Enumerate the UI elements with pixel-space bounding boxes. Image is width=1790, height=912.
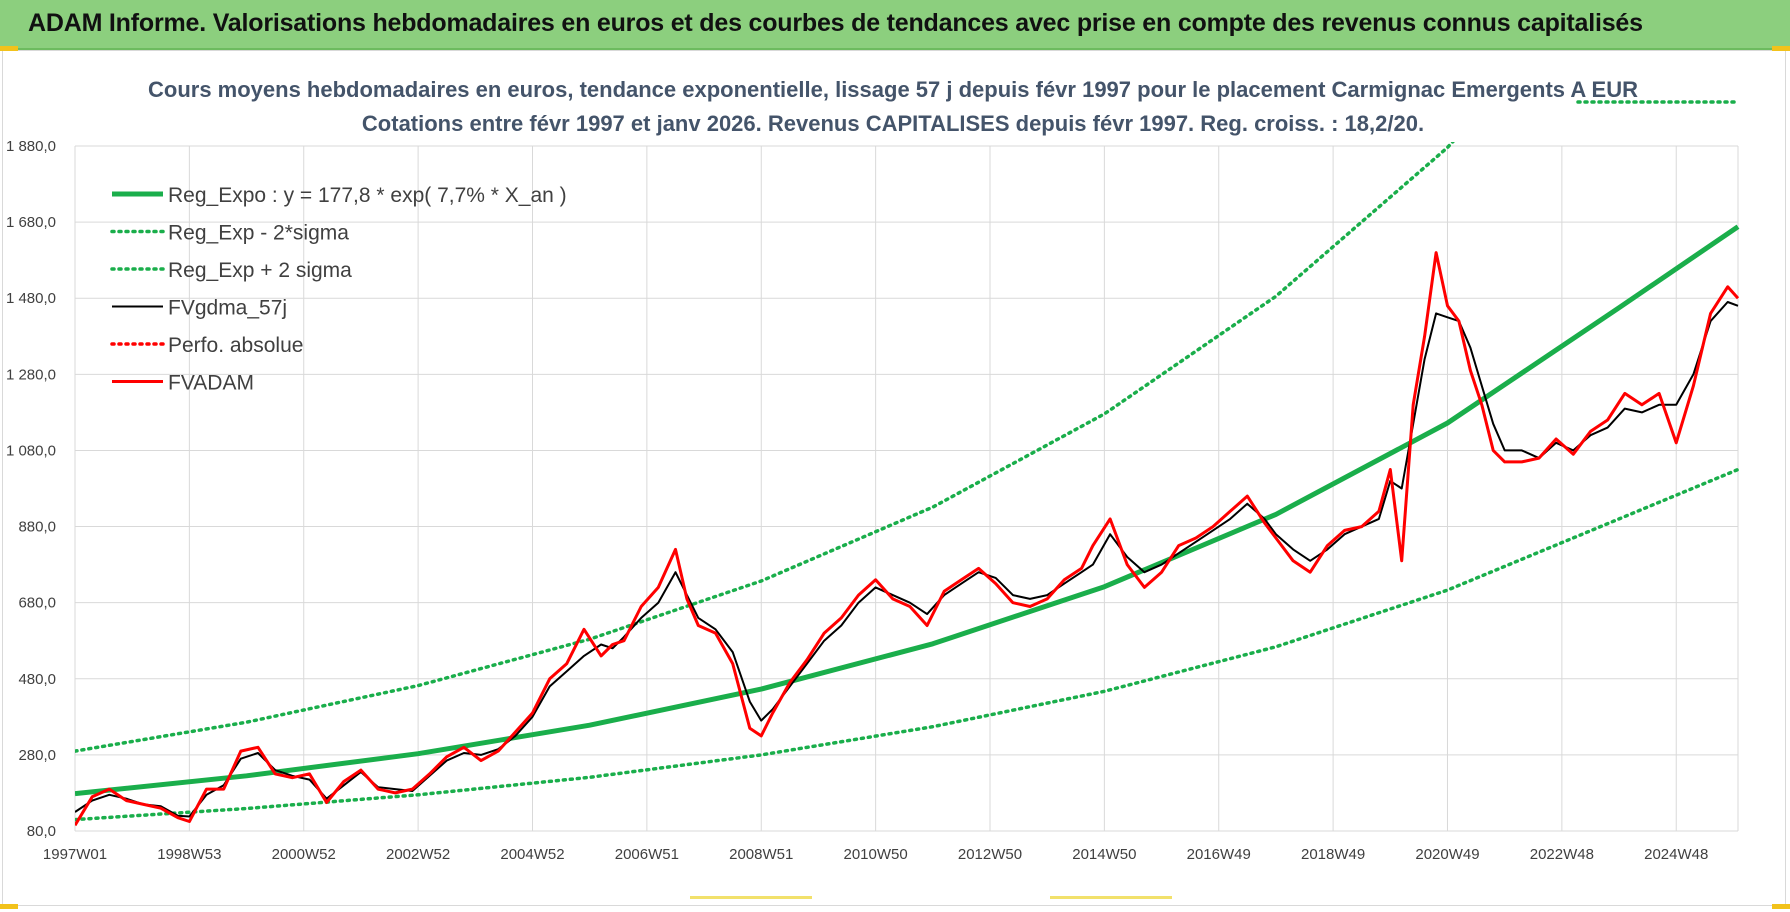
- resize-handle: [690, 896, 812, 899]
- series-line: [75, 301, 1739, 818]
- y-axis: 80,0 280,0 480,0 680,0 880,0 1 080,0 1 280,0 1 …: [6, 138, 56, 840]
- legend-label: Reg_Exp + 2 sigma: [168, 259, 352, 282]
- legend-label: Reg_Expo : y = 177,8 * exp( 7,7% * X_an …: [168, 184, 567, 207]
- y-tick-label: 1 480,0: [6, 290, 56, 307]
- x-tick-label: 2010W50: [844, 846, 908, 863]
- y-tick-label: 1 280,0: [6, 366, 56, 383]
- y-tick-label: 880,0: [18, 519, 56, 536]
- y-tick-label: 1 080,0: [6, 442, 56, 459]
- y-tick-label: 1 880,0: [6, 138, 56, 155]
- x-tick-label: 2012W50: [958, 846, 1022, 863]
- corner-marker: [1772, 904, 1790, 909]
- report-title: ADAM Informe. Valorisations hebdomadaire…: [28, 9, 1643, 37]
- corner-marker: [1772, 46, 1790, 51]
- legend: Reg_Expo : y = 177,8 * exp( 7,7% * X_an …: [110, 184, 567, 395]
- x-tick-label: 2018W49: [1301, 846, 1365, 863]
- legend-label: Reg_Exp - 2*sigma: [168, 222, 349, 245]
- series-line: [75, 467, 1740, 822]
- resize-handle: [1050, 896, 1172, 899]
- grid: [74, 145, 1739, 832]
- x-tick-label: 2008W51: [729, 846, 793, 863]
- x-tick-label: 2006W51: [615, 846, 679, 863]
- x-tick-label: 2004W52: [500, 846, 564, 863]
- legend-label: FVgdma_57j: [168, 297, 287, 320]
- x-tick-label: 1997W01: [43, 846, 107, 863]
- series-line: [75, 251, 1740, 827]
- x-tick-label: 2000W52: [272, 846, 336, 863]
- x-tick-label: 2002W52: [386, 846, 450, 863]
- series-line: [75, 142, 1455, 753]
- corner-marker: [0, 904, 18, 909]
- chart-frame: [2, 50, 1786, 906]
- x-tick-label: 2020W49: [1415, 846, 1479, 863]
- x-tick-label: 2022W48: [1530, 846, 1594, 863]
- chart-title-line-1: Cours moyens hebdomadaires en euros, ten…: [148, 77, 1638, 102]
- plot-area: [75, 100, 1740, 827]
- x-axis: 1997W01 1998W53 2000W52 2002W52 2004W52 2006W…: [43, 846, 1708, 863]
- x-tick-label: 2016W49: [1187, 846, 1251, 863]
- report-banner: ADAM Informe. Valorisations hebdomadaire…: [0, 0, 1790, 50]
- chart-title-line-2: Cotations entre févr 1997 et janv 2026. …: [362, 111, 1424, 136]
- y-tick-label: 80,0: [27, 823, 56, 840]
- y-tick-label: 1 680,0: [6, 214, 56, 231]
- x-tick-label: 1998W53: [157, 846, 221, 863]
- legend-label: Perfo. absolue: [168, 334, 303, 357]
- corner-marker: [0, 46, 18, 51]
- x-tick-label: 2024W48: [1644, 846, 1708, 863]
- legend-label: FVADAM: [168, 372, 254, 395]
- y-tick-label: 680,0: [18, 595, 56, 612]
- y-tick-label: 480,0: [18, 671, 56, 688]
- y-tick-label: 280,0: [18, 747, 56, 764]
- series-line: [75, 224, 1740, 797]
- x-tick-label: 2014W50: [1072, 846, 1136, 863]
